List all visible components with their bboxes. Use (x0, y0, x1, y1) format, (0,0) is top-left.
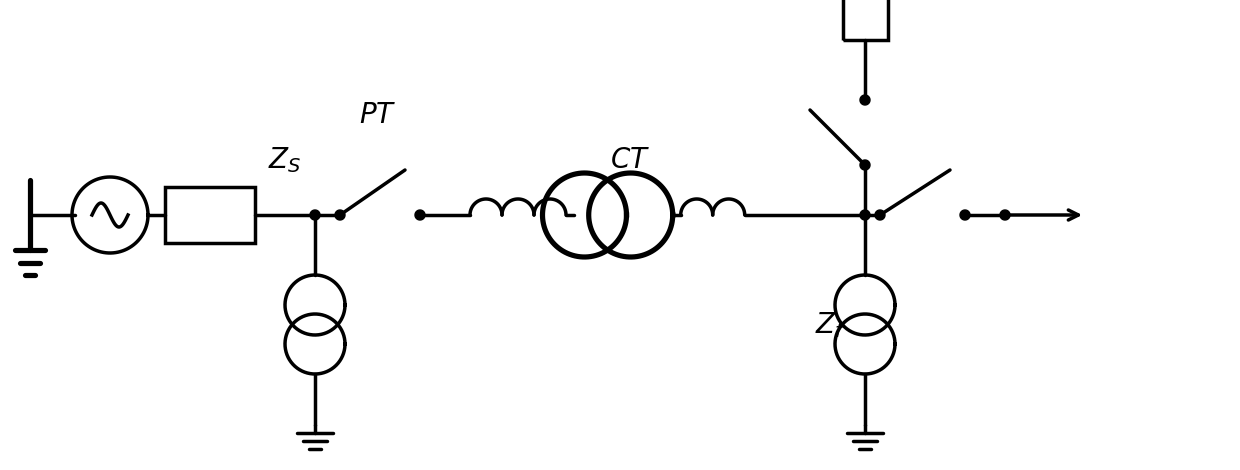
Polygon shape (861, 210, 870, 220)
Text: $Z_f$: $Z_f$ (815, 310, 846, 340)
Text: 负荷: 负荷 (1147, 197, 1163, 227)
Polygon shape (310, 210, 320, 220)
Polygon shape (999, 210, 1011, 220)
Polygon shape (960, 210, 970, 220)
Polygon shape (861, 160, 870, 170)
Text: $Z_S$: $Z_S$ (268, 145, 301, 175)
Text: $CT$: $CT$ (610, 146, 650, 174)
Text: $PT$: $PT$ (360, 101, 397, 129)
Polygon shape (861, 95, 870, 105)
Bar (842, 0, 888, 40)
Text: 变压器: 变压器 (660, 118, 681, 142)
Bar (165, 187, 255, 243)
Polygon shape (415, 210, 425, 220)
Polygon shape (875, 210, 885, 220)
Polygon shape (335, 210, 345, 220)
